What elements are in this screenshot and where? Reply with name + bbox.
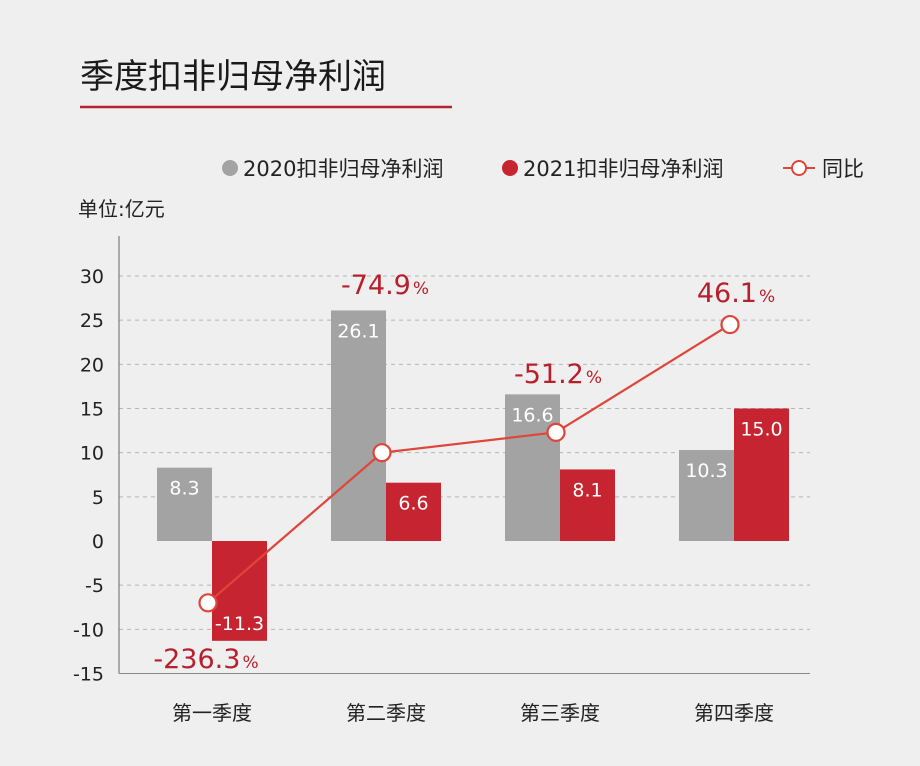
yoy-point [720,314,740,335]
y-tick-label: 0 [92,531,104,553]
legend-label-2021: 2021扣非归母净利润 [523,157,723,181]
y-axis-ticks: 30 25 20 15 10 5 0 -5 -10 -15 [73,266,104,686]
yoy-value-label: 46.1% [697,278,775,309]
legend-swatch-2020 [222,160,238,176]
yoy-value-label: -74.9% [341,270,429,301]
bar-value-label: 10.3 [685,460,727,482]
y-tick-label: -10 [73,619,104,641]
yoy-point [198,593,218,613]
legend-label-yoy: 同比 [822,157,864,181]
bar-2020 [331,310,386,541]
x-axis-categories: 第一季度 第二季度 第三季度 第四季度 [172,701,774,725]
yoy-point [546,422,566,442]
y-tick-label: 20 [80,354,104,376]
bar-2020 [679,450,734,541]
yoy-point [372,443,392,463]
y-tick-label: 10 [80,443,104,465]
yoy-line [207,323,731,604]
legend-marker-yoy [791,160,807,176]
y-tick-label: -15 [73,664,104,686]
bar-value-label: 6.6 [398,493,428,515]
y-tick-label: 15 [80,399,104,421]
x-category-label: 第二季度 [346,701,426,725]
bar-2021 [734,408,789,541]
bar-2021 [560,469,615,541]
unit-label: 单位:亿元 [78,197,165,221]
x-category-label: 第三季度 [520,701,600,725]
y-tick-label: 25 [80,310,104,332]
bar-2020 [157,467,212,541]
x-category-label: 第一季度 [172,701,252,725]
yoy-value-label: -236.3% [153,644,258,675]
y-tick-label: -5 [85,575,104,597]
bars: 8.3 26.1 16.6 10.3 -11.3 6.6 8.1 15.0 [157,310,789,641]
y-tick-label: 5 [92,487,104,509]
bar-value-label: -11.3 [215,613,264,635]
bar-value-label: 16.6 [511,404,553,426]
bar-value-label: 8.3 [169,478,199,500]
bar-2021 [386,482,441,541]
bar-value-label: 15.0 [740,419,782,441]
bar-value-label: 8.1 [572,479,602,501]
yoy-value-label: -51.2% [514,359,602,390]
legend-swatch-2021 [502,160,518,176]
legend: 2020扣非归母净利润 2021扣非归母净利润 同比 [222,157,864,181]
x-category-label: 第四季度 [694,701,774,725]
yoy-line-series: -236.3 % -74.9 % -51.2 % 46.1% [153,270,775,675]
legend-label-2020: 2020扣非归母净利润 [243,157,443,181]
bar-value-label: 26.1 [337,320,379,342]
y-tick-label: 30 [80,266,104,288]
chart-title: 季度扣非归母净利润 [80,57,386,97]
bar-2020 [505,394,560,541]
